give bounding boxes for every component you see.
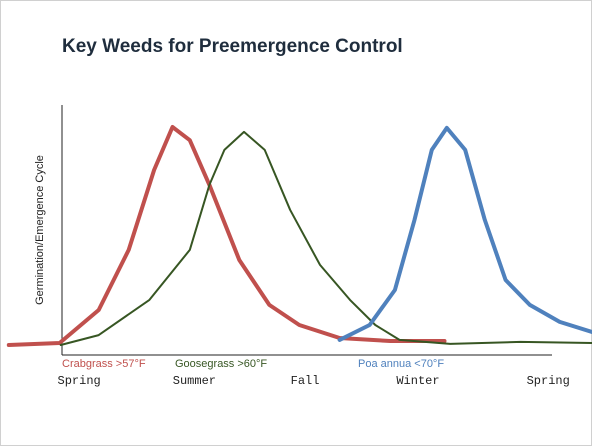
series-line [6,125,447,347]
legend-label: Goosegrass >60°F [175,358,267,370]
legend-label: Crabgrass >57°F [62,358,146,370]
x-tick-label: Fall [291,374,320,388]
x-tick-label: Summer [173,374,216,388]
y-axis-label: Germination/Emergence Cycle [34,155,46,305]
series-line [337,125,592,342]
chart-title: Key Weeds for Preemergence Control [62,36,403,57]
legend-label: Poa annua <70°F [358,358,444,370]
x-tick-label: Winter [396,374,439,388]
x-tick-label: Spring [527,374,570,388]
series-line [59,130,592,346]
x-tick-label: Spring [58,374,101,388]
